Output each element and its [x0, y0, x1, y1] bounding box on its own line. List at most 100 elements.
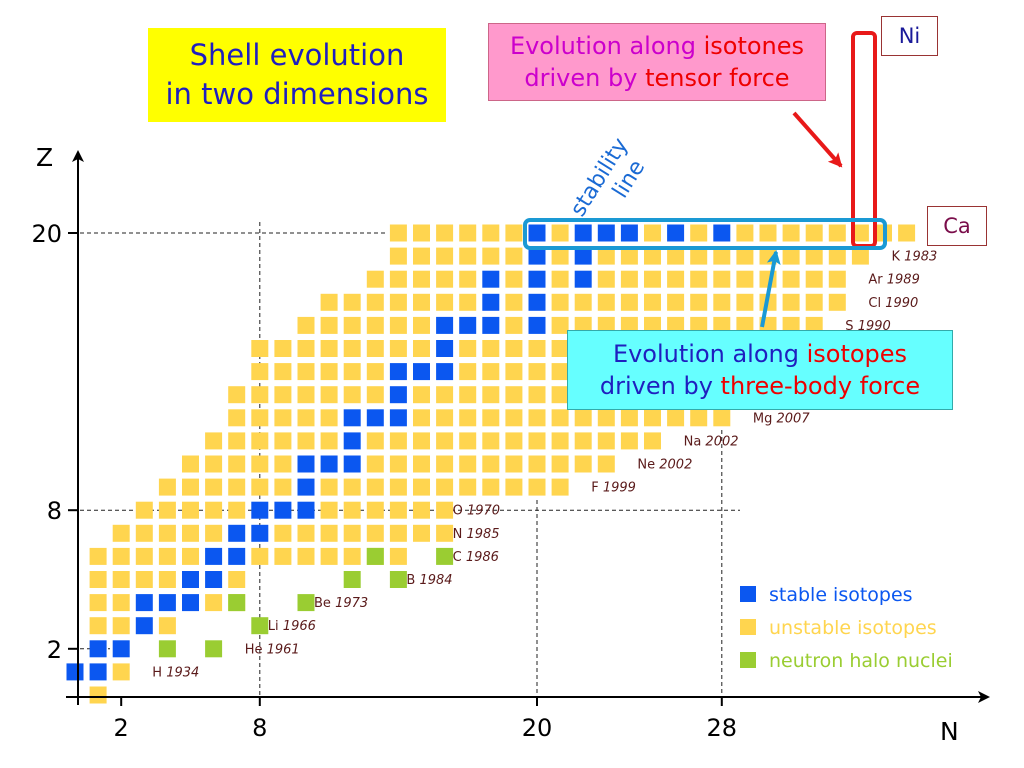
nuclide-cell-stable-n22-z19: [574, 247, 592, 265]
nuclide-cell-unstable-n28-z19: [713, 247, 731, 265]
nuclide-cell-stable-n10-z8: [297, 501, 315, 519]
isotopes-note-text2: driven by: [599, 372, 721, 400]
element-symbol: Be: [314, 596, 335, 611]
nuclide-cell-unstable-n2-z1: [112, 663, 130, 681]
nuclide-cell-unstable-n6-z11: [205, 432, 223, 450]
nuclide-cell-unstable-n14-z11: [389, 432, 407, 450]
element-year: 1989: [887, 273, 920, 288]
nuclide-cell-unstable-n14-z17: [389, 293, 407, 311]
element-label-h: H 1934: [152, 665, 199, 680]
nuclide-cell-halo-n14-z5: [389, 571, 407, 588]
nuclide-cell-stable-n6-z5: [205, 571, 223, 588]
nuclide-cell-unstable-n17-z20: [459, 224, 477, 242]
nuclide-cell-unstable-n6-z7: [205, 524, 223, 542]
nuclide-cell-stable-n20-z17: [528, 293, 546, 311]
nuclide-cell-unstable-n27-z19: [690, 247, 708, 265]
isotones-note-line2: driven by tensor force: [489, 62, 825, 94]
nuclide-cell-unstable-n20-z11: [528, 432, 546, 450]
nuclide-cell-halo-n13-z6: [366, 547, 384, 565]
ca-label: Ca: [927, 206, 987, 246]
nuclide-cell-unstable-n10-z15: [297, 340, 315, 357]
nuclide-cell-unstable-n26-z19: [667, 247, 685, 265]
nuclide-cell-unstable-n14-z19: [389, 247, 407, 265]
nuclide-cell-unstable-n29-z19: [736, 247, 754, 265]
nuclide-cell-unstable-n5-z8: [182, 501, 199, 519]
nuclide-cell-unstable-n12-z13: [343, 386, 361, 404]
nuclide-cell-unstable-n31-z20: [782, 224, 800, 242]
nuclide-cell-unstable-n4-z6: [158, 547, 176, 565]
nuclide-cell-stable-n12-z10: [343, 455, 361, 473]
element-label-cl: Cl 1990: [868, 296, 918, 311]
nuclide-cell-stable-n1-z1: [89, 663, 107, 681]
nuclide-cell-unstable-n33-z18: [828, 270, 846, 288]
nuclide-cell-unstable-n11-z13: [320, 386, 338, 404]
nuclide-cell-unstable-n29-z18: [736, 270, 754, 288]
nuclide-cell-unstable-n36-z20: [898, 224, 916, 242]
nuclide-cell-unstable-n8-z15: [251, 340, 269, 357]
axes: N Z: [36, 143, 990, 746]
nuclide-cell-unstable-n20-z14: [528, 363, 546, 381]
nuclide-cell-stable-n22-z20: [574, 224, 592, 242]
element-label-ar: Ar 1989: [868, 273, 919, 288]
nuclide-cell-stable-n22-z18: [574, 270, 592, 288]
nuclide-cell-unstable-n7-z5: [228, 571, 246, 588]
nuclide-cell-unstable-n15-z17: [413, 293, 430, 311]
element-symbol: C: [453, 550, 466, 565]
element-symbol: Ar: [868, 273, 886, 288]
nuclide-cell-unstable-n32-z19: [805, 247, 823, 265]
nuclide-cell-unstable-n25-z20: [644, 224, 661, 242]
element-label-o: O 1970: [453, 504, 500, 519]
nuclide-cell-unstable-n2-z3: [112, 617, 130, 635]
nuclide-cell-stable-n6-z6: [205, 547, 223, 565]
nuclide-cell-stable-n8-z7: [251, 524, 269, 542]
nuclide-cell-unstable-n17-z11: [459, 432, 477, 450]
nuclide-cell-unstable-n15-z9: [413, 478, 430, 496]
nuclide-cell-unstable-n19-z20: [505, 224, 523, 242]
nuclide-cell-unstable-n17-z15: [459, 340, 477, 357]
nuclide-cell-stable-n10-z9: [297, 478, 315, 496]
nuclide-cell-unstable-n15-z19: [413, 247, 430, 265]
nuclide-cell-unstable-n6-z8: [205, 501, 223, 519]
nuclide-cell-unstable-n7-z11: [228, 432, 246, 450]
x-tick-label-2: 2: [114, 714, 129, 742]
nuclide-cell-unstable-n16-z10: [436, 455, 454, 473]
nuclide-cell-unstable-n10-z16: [297, 316, 315, 334]
element-year: 1983: [904, 250, 937, 265]
nuclide-cell-unstable-n11-z6: [320, 547, 338, 565]
nuclide-cell-unstable-n3-z7: [135, 524, 153, 542]
nuclide-cell-unstable-n5-z9: [182, 478, 199, 496]
nuclide-cell-unstable-n18-z19: [482, 247, 500, 265]
nuclide-cell-stable-n14-z12: [389, 409, 407, 427]
nuclide-cell-unstable-n32-z17: [805, 293, 823, 311]
isotones-arrow: [792, 111, 843, 168]
nuclide-cell-stable-n18-z16: [482, 316, 500, 334]
nuclide-cell-unstable-n4-z8: [158, 501, 176, 519]
element-year: 2007: [777, 411, 811, 426]
nuclide-cell-stable-n3-z4: [135, 594, 153, 612]
nuclide-cell-unstable-n33-z20: [828, 224, 846, 242]
nuclide-cell-unstable-n19-z15: [505, 340, 523, 357]
nuclide-cell-unstable-n13-z16: [366, 316, 384, 334]
nuclide-cell-unstable-n10-z7: [297, 524, 315, 542]
nuclide-cell-unstable-n9-z13: [274, 386, 292, 404]
nuclide-cell-unstable-n8-z14: [251, 363, 269, 381]
nuclide-cell-unstable-n19-z19: [505, 247, 523, 265]
legend: stable isotopes unstable isotopes neutron …: [740, 584, 953, 672]
nuclide-cell-unstable-n12-z6: [343, 547, 361, 565]
nuclide-cell-unstable-n27-z17: [690, 293, 708, 311]
nuclide-cell-unstable-n32-z20: [805, 224, 823, 242]
nuclide-cells: [66, 224, 916, 704]
nuclide-cell-unstable-n12-z7: [343, 524, 361, 542]
nuclide-cell-unstable-n29-z20: [736, 224, 754, 242]
isotones-note-keyword1: isotones: [703, 32, 805, 60]
nuclide-cell-unstable-n6-z10: [205, 455, 223, 473]
element-label-f: F 1999: [591, 481, 636, 496]
nuclide-cell-unstable-n12-z17: [343, 293, 361, 311]
nuclide-cell-unstable-n19-z9: [505, 478, 523, 496]
isotones-note-text2: driven by: [524, 64, 646, 92]
nuclide-cell-unstable-n18-z12: [482, 409, 500, 427]
nuclide-cell-stable-n24-z20: [620, 224, 638, 242]
nuclide-cell-unstable-n19-z11: [505, 432, 523, 450]
nuclide-cell-unstable-n17-z14: [459, 363, 477, 381]
x-tick-label-8: 8: [252, 714, 267, 742]
